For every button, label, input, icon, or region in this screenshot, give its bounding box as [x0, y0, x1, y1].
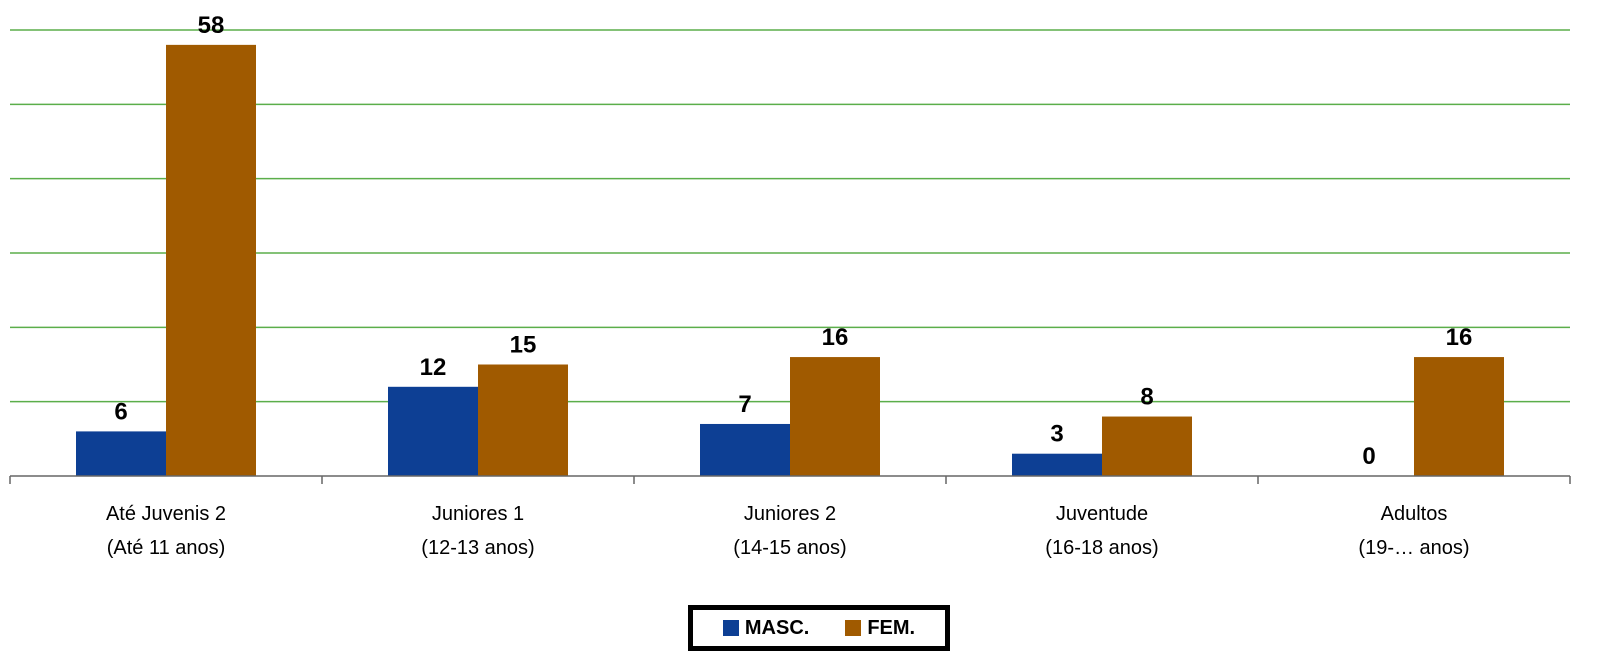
- data-label: 16: [822, 324, 849, 351]
- x-tick-label: Juventude: [1056, 503, 1148, 525]
- data-label: 12: [420, 354, 447, 381]
- data-label: 0: [1362, 443, 1375, 470]
- bar-fem-4: [1414, 357, 1504, 476]
- data-label: 7: [738, 391, 751, 418]
- data-label: 16: [1446, 324, 1473, 351]
- bar-masc-0: [76, 431, 166, 476]
- legend: MASC. FEM.: [688, 605, 950, 651]
- legend-label: MASC.: [744, 616, 810, 639]
- bar-fem-2: [790, 357, 880, 476]
- legend-item: FEM.: [845, 617, 915, 640]
- x-tick-label: (Até 11 anos): [107, 537, 226, 559]
- x-tick-label: (16-18 anos): [1045, 537, 1158, 559]
- bar-fem-0: [166, 44, 256, 476]
- x-tick-label: (14-15 anos): [733, 537, 846, 559]
- bar-fem-1: [478, 364, 568, 476]
- x-tick-label: (12-13 anos): [421, 537, 534, 559]
- bars: [76, 44, 1504, 476]
- x-tick-label: Adultos: [1381, 503, 1448, 525]
- data-label: 58: [198, 12, 225, 39]
- bar-masc-2: [700, 423, 790, 476]
- x-tick-label: (19-… anos): [1358, 537, 1469, 559]
- data-labels: 6 58 12 15 7 16 3 8 0 16: [114, 12, 1472, 470]
- data-label: 6: [114, 398, 127, 425]
- x-tick-label: Até Juvenis 2: [106, 503, 226, 525]
- gridlines: [10, 29, 1570, 403]
- bar-masc-3: [1012, 453, 1102, 476]
- x-tick-label: Juniores 2: [744, 503, 836, 525]
- legend-swatch: [722, 620, 739, 636]
- data-label: 8: [1140, 384, 1153, 411]
- x-axis: Até Juvenis 2 (Até 11 anos) Juniores 1 (12-…: [9, 475, 1571, 559]
- x-tick-label: Juniores 1: [432, 503, 524, 525]
- legend-label: FEM.: [867, 616, 916, 639]
- data-label: 3: [1050, 421, 1063, 448]
- legend-swatch: [845, 620, 862, 636]
- legend-item: MASC.: [722, 616, 810, 640]
- bar-fem-3: [1102, 416, 1192, 476]
- data-label: 15: [510, 332, 537, 359]
- bar-masc-1: [388, 386, 478, 476]
